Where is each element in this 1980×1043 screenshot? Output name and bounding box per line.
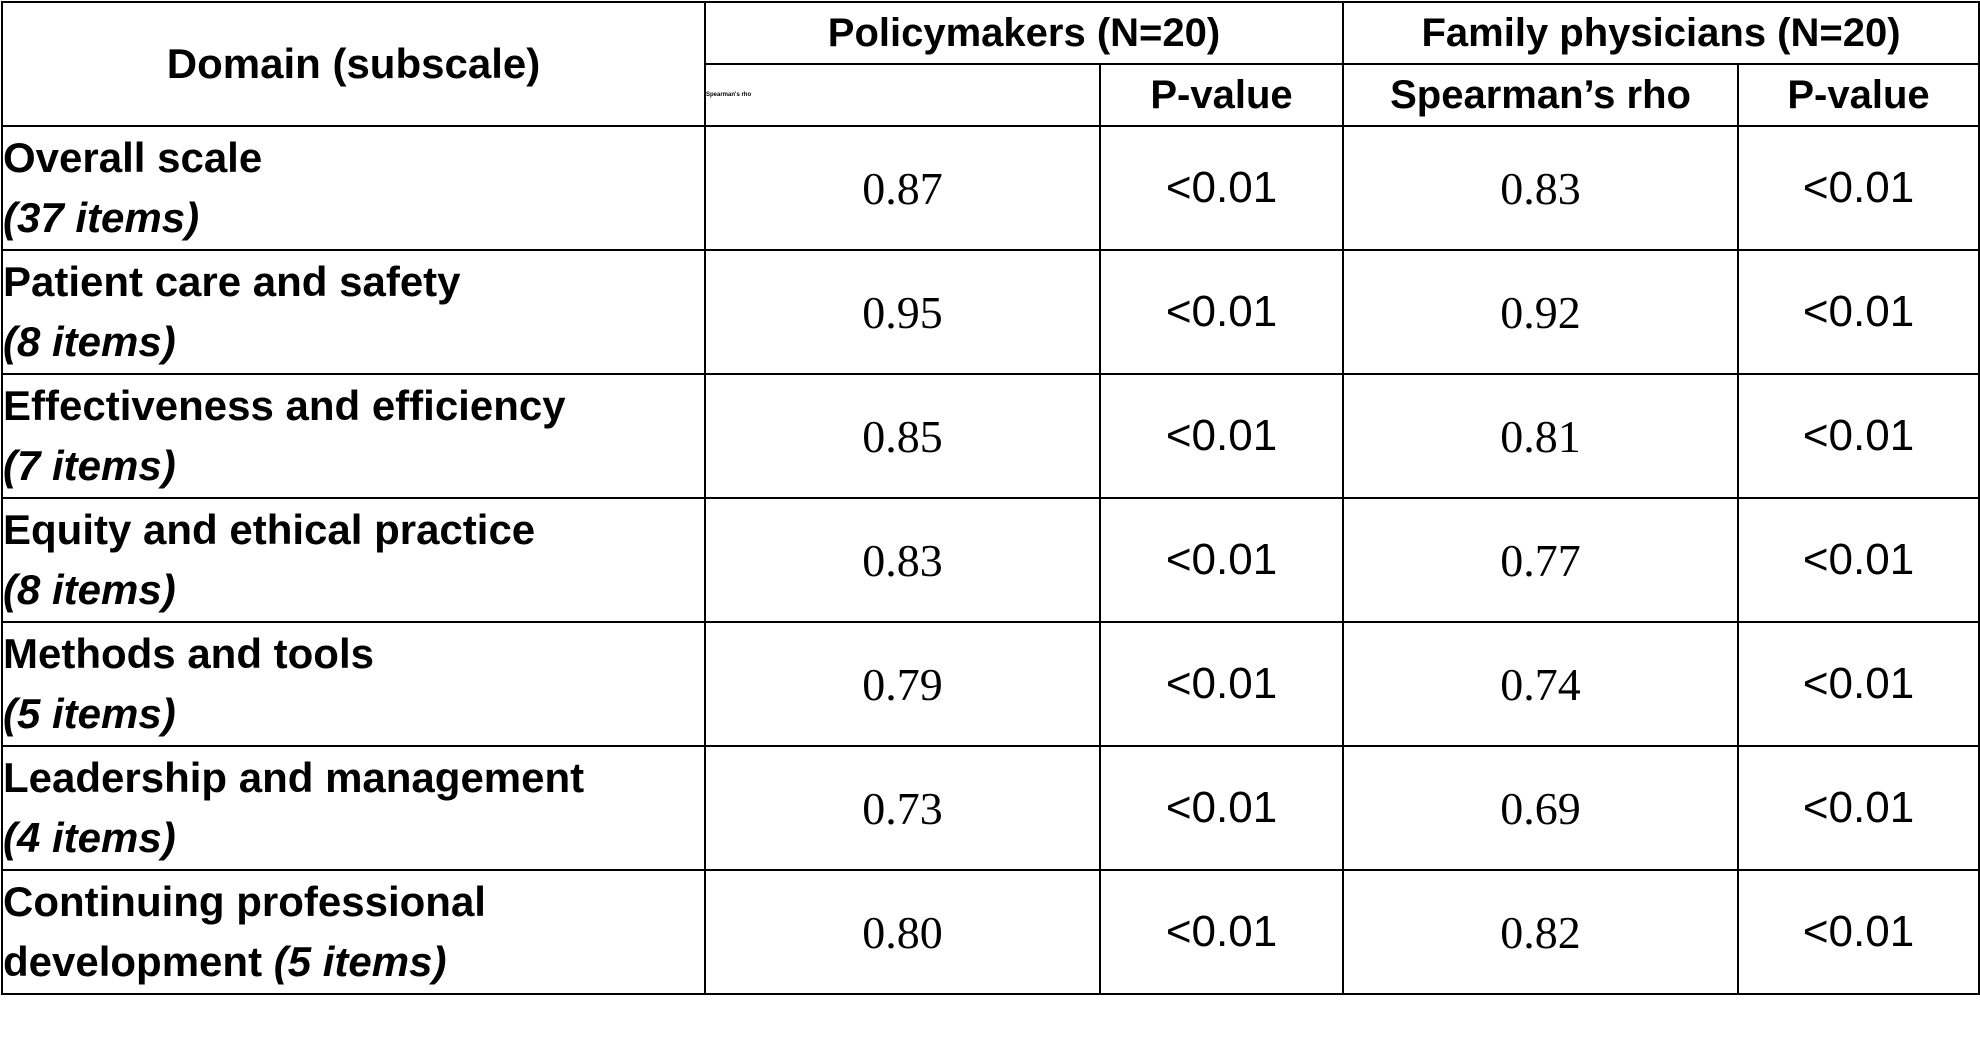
policymakers-rho-value: 0.85 <box>704 373 1101 499</box>
physicians-rho-value: 0.82 <box>1342 869 1740 995</box>
domain-items: (37 items) <box>3 194 200 241</box>
table-row: Methods and tools (5 items) 0.79 <0.01 0… <box>1 621 1980 747</box>
policymakers-rho-header: Spearman's rho <box>704 63 1101 127</box>
policymakers-rho-value: 0.80 <box>704 869 1101 995</box>
domain-cell: Equity and ethical practice (8 items) <box>1 497 706 623</box>
table-row: Equity and ethical practice (8 items) 0.… <box>1 497 1980 623</box>
physicians-pvalue: <0.01 <box>1737 497 1980 623</box>
policymakers-pvalue: <0.01 <box>1098 869 1345 995</box>
policymakers-pvalue: <0.01 <box>1098 125 1345 251</box>
policymakers-pvalue: <0.01 <box>1098 621 1345 747</box>
correlation-table: Domain (subscale) Policymakers (N=20) Fa… <box>1 1 1980 995</box>
physicians-rho-value: 0.81 <box>1342 373 1740 499</box>
domain-title: Patient care and safety <box>3 258 461 305</box>
physicians-rho-value: 0.69 <box>1342 745 1740 871</box>
table-row: Effectiveness and efficiency (7 items) 0… <box>1 373 1980 499</box>
physicians-pvalue: <0.01 <box>1737 249 1980 375</box>
physicians-rho-value: 0.74 <box>1342 621 1740 747</box>
domain-items: (4 items) <box>3 814 176 861</box>
domain-cell: Leadership and management (4 items) <box>1 745 706 871</box>
policymakers-pvalue: <0.01 <box>1098 373 1345 499</box>
domain-title: Equity and ethical practice <box>3 506 536 553</box>
domain-title-line2: development (5 items) <box>3 932 703 992</box>
physicians-rho-value: 0.77 <box>1342 497 1740 623</box>
physicians-rho-value: 0.92 <box>1342 249 1740 375</box>
policymakers-group-header: Policymakers (N=20) <box>703 1 1345 65</box>
table-row: Patient care and safety (8 items) 0.95 <… <box>1 249 1980 375</box>
domain-items: (5 items) <box>273 938 447 985</box>
policymakers-pvalue: <0.01 <box>1098 497 1345 623</box>
domain-title: Effectiveness and efficiency <box>3 382 566 429</box>
policymakers-rho-value: 0.79 <box>704 621 1101 747</box>
domain-cell: Continuing professional development (5 i… <box>1 869 706 995</box>
domain-items: (7 items) <box>3 442 176 489</box>
policymakers-rho-value: 0.73 <box>704 745 1101 871</box>
domain-items: (8 items) <box>3 318 176 365</box>
header-row-measures: Spearman's rho P-value Spearman’s rho P-… <box>2 63 1980 127</box>
domain-cell: Methods and tools (5 items) <box>1 621 706 747</box>
domain-cell: Overall scale (37 items) <box>1 125 706 251</box>
domain-title: Methods and tools <box>3 630 374 677</box>
physicians-pvalue: <0.01 <box>1737 745 1980 871</box>
domain-title: Continuing professional <box>3 878 486 925</box>
header-row-groups: Domain (subscale) Policymakers (N=20) Fa… <box>1 1 1980 127</box>
policymakers-pvalue-header: P-value <box>1098 63 1345 127</box>
domain-items: (8 items) <box>3 566 176 613</box>
policymakers-pvalue: <0.01 <box>1098 249 1345 375</box>
domain-title: Leadership and management <box>3 754 585 801</box>
table-row: Continuing professional development (5 i… <box>1 869 1980 995</box>
policymakers-rho-value: 0.87 <box>704 125 1101 251</box>
physicians-rho-header: Spearman’s rho <box>1342 63 1740 127</box>
physicians-pvalue: <0.01 <box>1737 125 1980 251</box>
domain-title-cont: development <box>3 938 263 985</box>
policymakers-rho-value: 0.95 <box>704 249 1101 375</box>
physicians-pvalue: <0.01 <box>1737 373 1980 499</box>
physicians-pvalue-header: P-value <box>1737 63 1980 127</box>
policymakers-pvalue: <0.01 <box>1098 745 1345 871</box>
domain-title: Overall scale <box>3 134 263 181</box>
domain-header: Domain (subscale) <box>1 1 706 127</box>
table-row: Overall scale (37 items) 0.87 <0.01 0.83… <box>1 125 1980 251</box>
table-row: Leadership and management (4 items) 0.73… <box>1 745 1980 871</box>
physicians-pvalue: <0.01 <box>1737 869 1980 995</box>
domain-cell: Patient care and safety (8 items) <box>1 249 706 375</box>
physicians-rho-value: 0.83 <box>1342 125 1740 251</box>
policymakers-rho-value: 0.83 <box>704 497 1101 623</box>
domain-items: (5 items) <box>3 690 176 737</box>
physicians-pvalue: <0.01 <box>1737 621 1980 747</box>
physicians-group-header: Family physicians (N=20) <box>1342 1 1980 65</box>
domain-cell: Effectiveness and efficiency (7 items) <box>1 373 706 499</box>
